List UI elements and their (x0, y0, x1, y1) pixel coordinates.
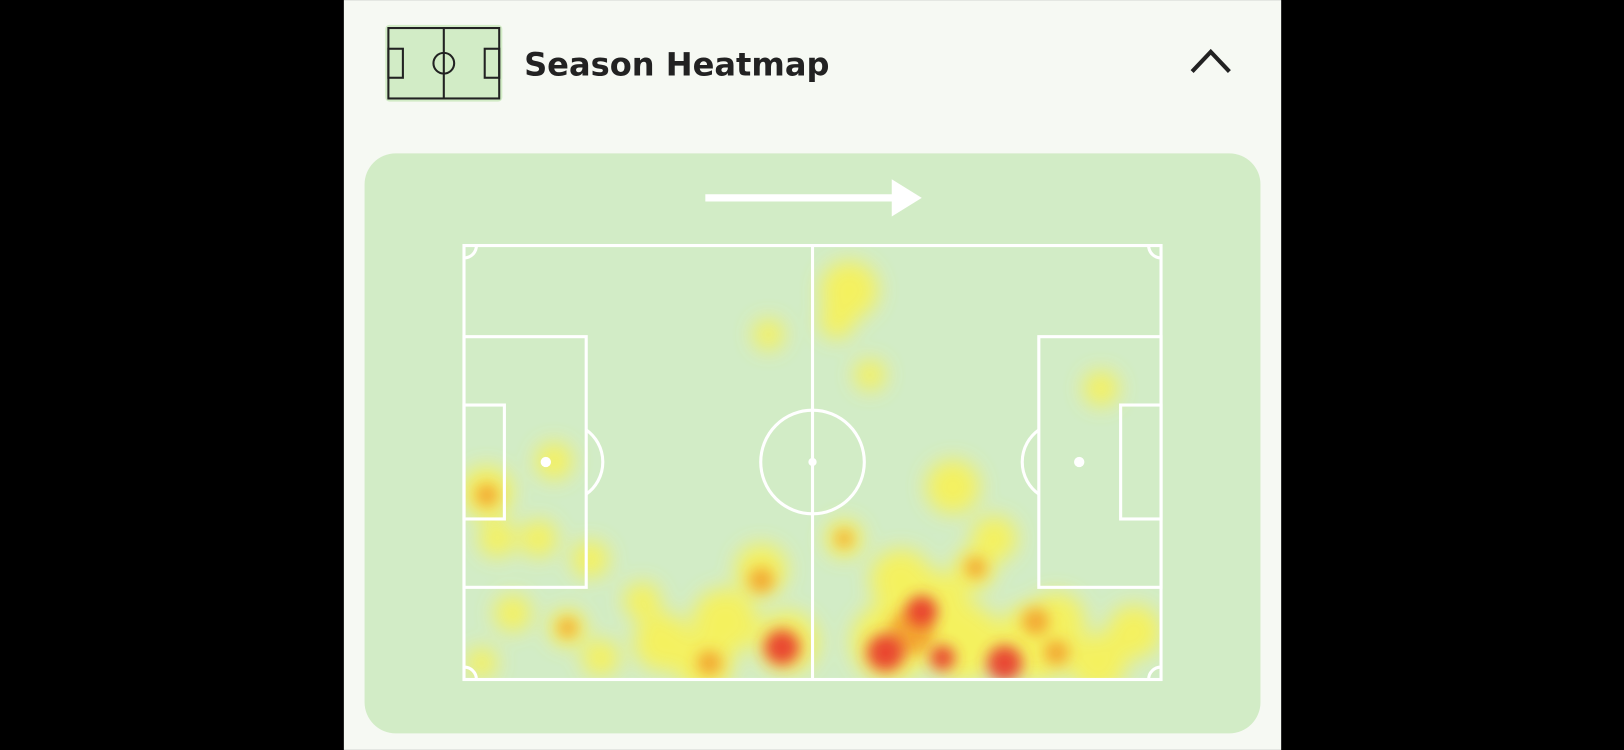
pitch-lines (462, 243, 1163, 682)
header-icon (385, 24, 503, 102)
collapse-button[interactable] (1190, 48, 1231, 73)
direction-arrow (705, 179, 922, 217)
heatmap (464, 261, 1162, 680)
section-title: Season Heatmap (524, 46, 829, 84)
